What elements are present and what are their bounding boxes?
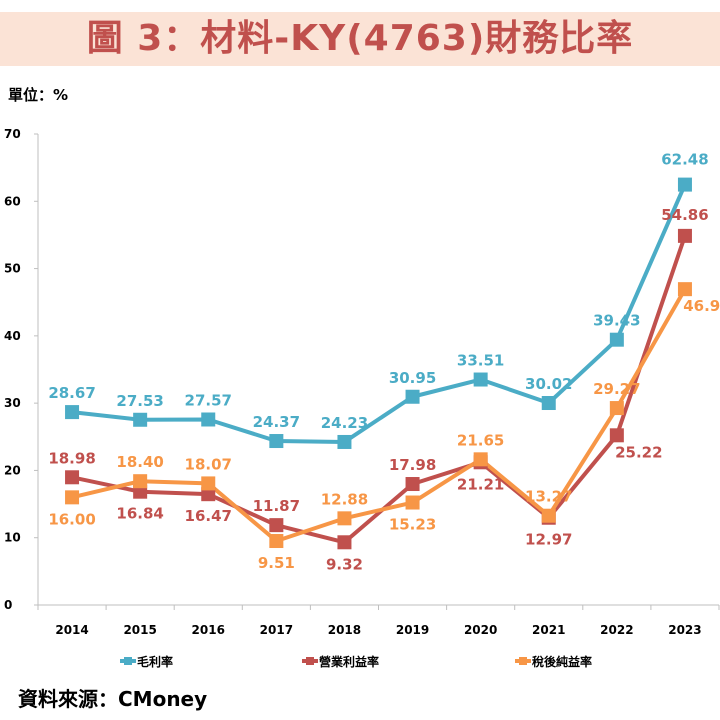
data-label: 9.32	[326, 555, 363, 573]
data-label: 62.48	[661, 151, 708, 169]
y-tick-label: 0	[4, 598, 12, 612]
series-line-2	[71, 288, 687, 544]
y-tick-label: 50	[4, 262, 21, 276]
data-label: 12.88	[321, 490, 368, 508]
data-point	[337, 535, 352, 550]
legend-marker	[124, 657, 132, 665]
x-tick-label: 2015	[123, 623, 156, 637]
legend-label: 毛利率	[137, 654, 173, 669]
data-point	[201, 487, 216, 502]
data-point	[405, 495, 420, 510]
data-point	[677, 282, 692, 297]
data-label: 28.67	[48, 384, 95, 402]
data-point	[473, 372, 488, 387]
data-label: 33.51	[457, 352, 504, 370]
data-point	[405, 389, 420, 404]
data-point	[269, 518, 284, 533]
data-label: 12.97	[525, 531, 572, 549]
data-label: 15.23	[389, 516, 436, 534]
data-point	[337, 511, 352, 526]
unit-label: 單位：%	[8, 86, 69, 104]
data-label: 54.86	[661, 206, 708, 224]
data-label: 18.40	[116, 453, 163, 471]
data-point	[677, 228, 692, 243]
data-label: 11.87	[253, 497, 300, 515]
data-point	[609, 401, 624, 416]
data-label: 30.02	[525, 375, 572, 393]
data-label: 39.43	[593, 312, 640, 330]
legend-marker	[519, 657, 527, 665]
data-point	[609, 428, 624, 443]
data-point	[541, 508, 556, 523]
data-point	[473, 452, 488, 467]
data-label: 27.53	[116, 392, 163, 410]
data-point	[541, 396, 556, 411]
data-label: 21.65	[457, 431, 504, 449]
data-point	[133, 474, 148, 489]
data-point	[677, 177, 692, 192]
x-tick-label: 2017	[260, 623, 293, 637]
source-label: 資料來源：CMoney	[18, 687, 208, 711]
x-tick-label: 2021	[532, 623, 565, 637]
y-tick-label: 20	[4, 463, 21, 477]
series-line-0	[71, 183, 687, 444]
y-tick-label: 60	[4, 194, 21, 208]
x-tick-label: 2019	[396, 623, 429, 637]
data-label: 16.47	[185, 507, 232, 525]
data-point	[65, 470, 80, 485]
data-point	[201, 412, 216, 427]
x-tick-label: 2023	[668, 623, 701, 637]
x-tick-label: 2014	[55, 623, 88, 637]
x-tick-label: 2022	[600, 623, 633, 637]
x-tick-label: 2020	[464, 623, 497, 637]
data-point	[269, 434, 284, 449]
data-point	[65, 490, 80, 505]
data-label: 29.27	[593, 380, 640, 398]
legend-label: 稅後純益率	[532, 654, 592, 669]
data-point	[609, 332, 624, 347]
series-line-1	[71, 235, 687, 545]
data-label: 9.51	[258, 554, 295, 572]
data-label: 13.27	[525, 488, 572, 506]
data-point	[405, 477, 420, 492]
legend-label: 營業利益率	[319, 654, 379, 669]
y-tick-label: 10	[4, 531, 21, 545]
data-label: 25.22	[615, 443, 662, 461]
data-label: 27.57	[185, 391, 232, 409]
data-point	[201, 476, 216, 491]
data-label: 18.07	[185, 455, 232, 473]
data-label: 16.84	[116, 505, 163, 523]
x-tick-label: 2016	[192, 623, 225, 637]
data-label: 21.21	[457, 475, 504, 493]
chart-title: 圖 3：材料-KY(4763)財務比率	[86, 18, 634, 59]
x-tick-label: 2018	[328, 623, 361, 637]
data-label: 17.98	[389, 456, 436, 474]
title-banner	[0, 12, 720, 66]
data-point	[133, 412, 148, 427]
legend-marker	[306, 657, 314, 665]
y-tick-label: 70	[4, 127, 21, 141]
y-tick-label: 30	[4, 396, 21, 410]
data-label: 30.95	[389, 369, 436, 387]
y-tick-label: 40	[4, 329, 21, 343]
data-label: 24.23	[321, 414, 368, 432]
data-label: 46.94	[683, 297, 720, 315]
data-label: 18.98	[48, 449, 95, 467]
data-point	[65, 405, 80, 420]
data-point	[337, 434, 352, 449]
data-point	[269, 534, 284, 549]
data-label: 24.37	[253, 413, 300, 431]
data-label: 16.00	[48, 510, 95, 528]
